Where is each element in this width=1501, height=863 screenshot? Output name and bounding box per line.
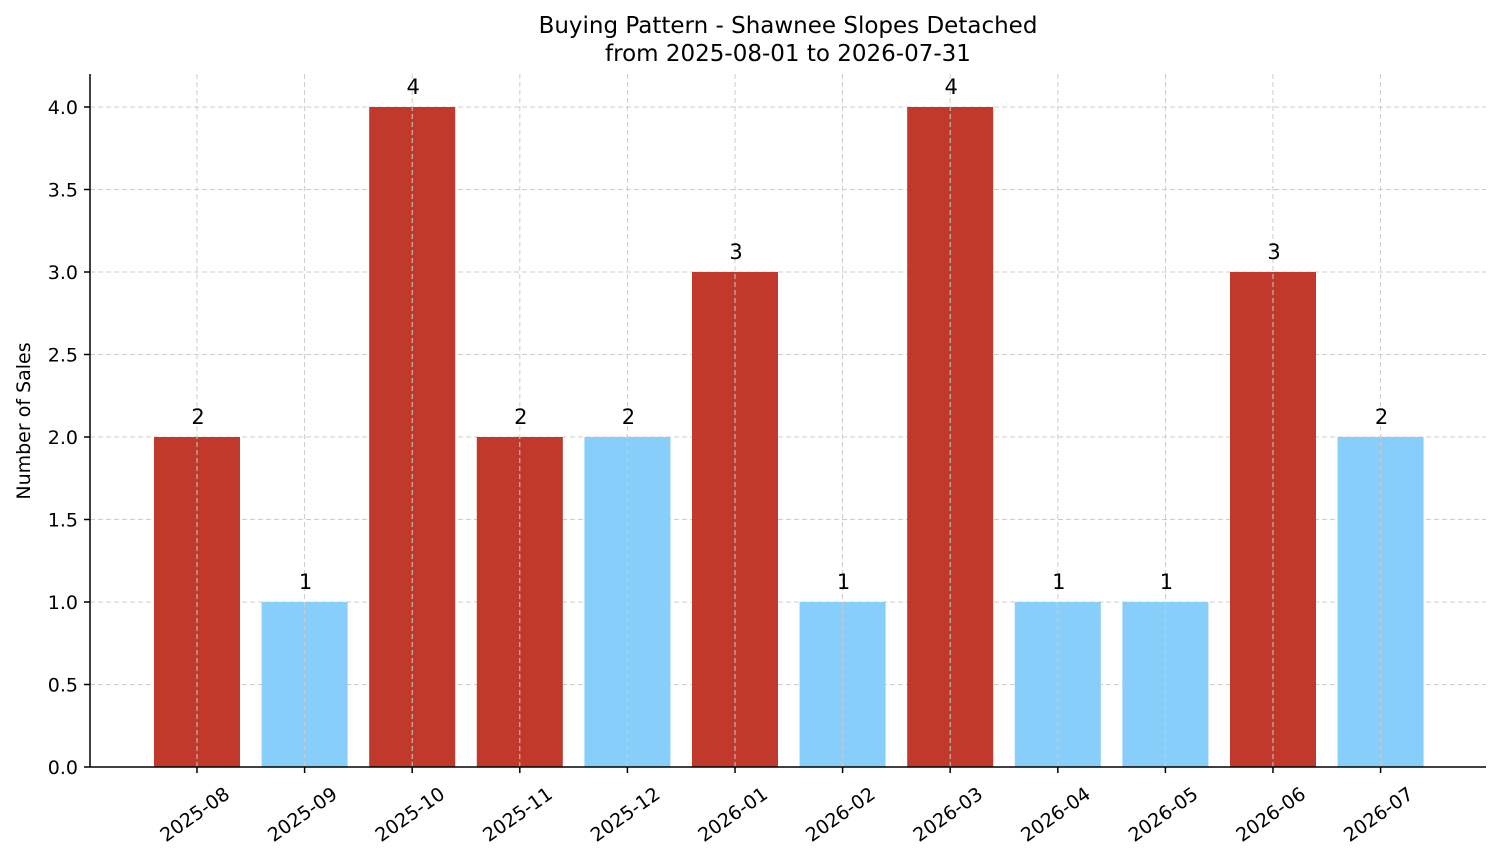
bar-value-label: 4 [945,75,958,99]
bar-value-label: 1 [1160,570,1173,594]
y-tick-label: 1.0 [48,592,78,614]
bar-value-label: 1 [837,570,850,594]
x-tick-label: 2026-05 [1125,783,1203,847]
y-tick-label: 4.0 [48,97,78,119]
bar-value-label: 2 [622,405,635,429]
bar-value-label: 3 [729,240,742,264]
x-tick-label: 2025-10 [371,783,449,847]
x-tick-label: 2025-09 [264,783,342,847]
x-tick-label: 2026-01 [694,783,772,847]
axes-layer [84,74,1486,773]
x-tick-label: 2026-03 [909,783,987,847]
bar-value-label: 2 [191,405,204,429]
y-axis-label: Number of Sales [13,342,35,499]
vertical-grid-layer [196,74,1382,767]
chart-title: Buying Pattern - Shawnee Slopes Detached [539,13,1038,39]
bar-value-label: 2 [1375,405,1388,429]
x-tick-label: 2026-07 [1340,783,1418,847]
bar-value-label: 1 [1052,570,1065,594]
y-tick-label: 3.5 [48,180,78,202]
y-tick-label: 2.0 [48,427,78,449]
y-tick-label: 0.0 [48,757,78,779]
x-tick-label: 2025-12 [587,783,665,847]
y-tick-label: 3.0 [48,262,78,284]
x-tick-label: 2025-11 [479,783,557,847]
y-tick-label: 2.5 [48,345,78,367]
y-tick-label: 0.5 [48,675,78,697]
bar-value-label: 3 [1267,240,1280,264]
y-tick-label: 1.5 [48,510,78,532]
x-tick-label: 2025-08 [156,783,234,847]
x-tick-label: 2026-06 [1232,783,1310,847]
bar-value-label: 4 [407,75,420,99]
chart-subtitle: from 2025-08-01 to 2026-07-31 [605,41,971,67]
bar-value-label: 1 [299,570,312,594]
x-tick-label: 2026-04 [1017,783,1095,847]
bar-value-label: 2 [514,405,527,429]
x-tick-label: 2026-02 [802,783,880,847]
